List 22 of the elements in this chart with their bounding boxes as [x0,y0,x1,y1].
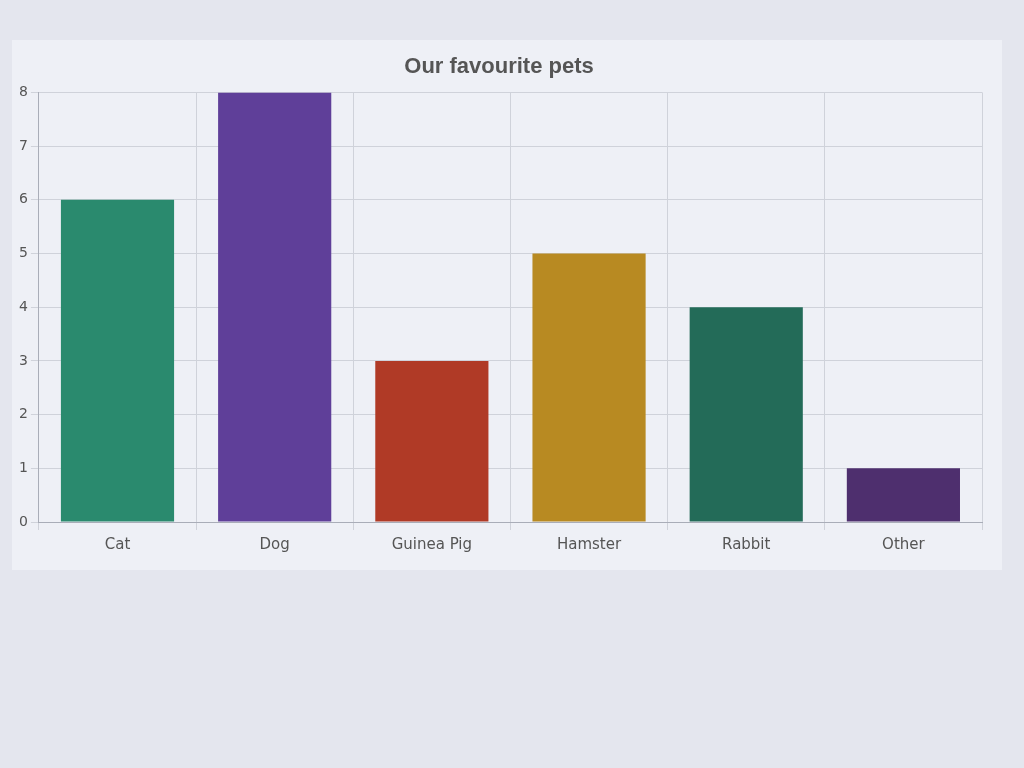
y-tick-label: 2 [18,405,28,422]
x-tick-label: Dog [259,534,290,553]
y-tick-label: 3 [18,351,28,368]
x-tick-label: Guinea Pig [391,534,473,553]
x-tick-label: Hamster [556,534,622,553]
bar [60,199,175,522]
bar [532,253,646,522]
x-tick-label: Cat [104,534,131,553]
chart-title: Our favourite pets [404,53,594,79]
bar [218,92,332,522]
bar [846,468,960,522]
x-tick-label: Other [882,534,926,553]
bar [689,307,803,522]
y-tick-label: 7 [18,136,28,153]
x-tick-label: Rabbit [722,534,771,553]
y-tick-label: 4 [18,297,28,314]
bar [375,360,489,522]
y-tick-label: 5 [18,244,28,261]
y-tick-label: 6 [18,190,28,207]
y-tick-label: 8 [18,83,28,100]
y-tick-label: 0 [18,512,28,529]
y-tick-label: 1 [18,458,28,475]
